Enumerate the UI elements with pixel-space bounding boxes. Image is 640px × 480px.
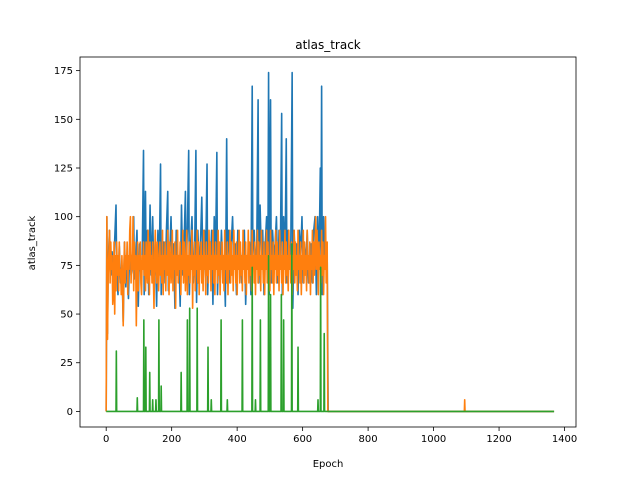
- y-tick-label: 125: [54, 164, 73, 175]
- x-axis: 0 200 400 600 800 1000 1200 1400: [103, 427, 577, 445]
- x-tick-label: 800: [359, 434, 378, 445]
- y-tick-label: 175: [54, 66, 73, 77]
- y-tick-label: 150: [54, 115, 73, 126]
- y-tick-label: 100: [54, 212, 73, 223]
- y-tick-label: 25: [60, 358, 73, 369]
- x-axis-label: Epoch: [313, 459, 344, 470]
- x-tick-label: 600: [293, 434, 312, 445]
- y-axis-label: atlas_track: [27, 215, 38, 270]
- plot-frame: [79, 56, 577, 428]
- y-tick-label: 0: [67, 407, 73, 418]
- y-tick-label: 75: [60, 261, 73, 272]
- series-line-2: [105, 215, 555, 413]
- x-tick-label: 1000: [421, 434, 446, 445]
- series-line-3: [106, 243, 555, 413]
- series-line-1: [105, 71, 555, 413]
- y-tick-label: 50: [60, 310, 73, 321]
- series-layer: [105, 71, 555, 413]
- chart-title: atlas_track: [295, 38, 361, 52]
- x-tick-label: 400: [228, 434, 247, 445]
- x-tick-label: 1400: [552, 434, 577, 445]
- x-tick-label: 1200: [486, 434, 511, 445]
- y-axis: 0 25 50 75 100 125 150 175: [54, 66, 80, 418]
- x-tick-label: 200: [162, 434, 181, 445]
- x-tick-label: 0: [103, 434, 109, 445]
